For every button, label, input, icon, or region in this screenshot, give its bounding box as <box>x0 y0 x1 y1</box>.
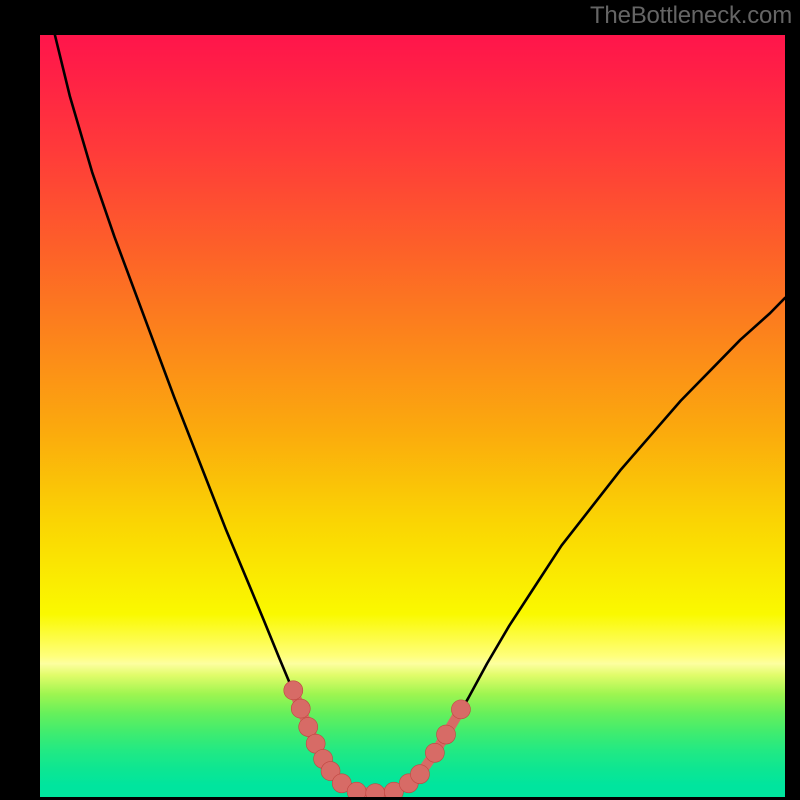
data-marker <box>284 681 303 700</box>
data-marker <box>437 725 456 744</box>
data-marker <box>291 699 310 718</box>
chart-container: TheBottleneck.com <box>0 0 800 800</box>
data-marker <box>451 700 470 719</box>
chart-svg <box>40 35 785 797</box>
data-marker <box>299 717 318 736</box>
data-marker <box>410 765 429 784</box>
watermark-text: TheBottleneck.com <box>590 2 792 30</box>
chart-background <box>40 35 785 797</box>
data-marker <box>425 743 444 762</box>
plot-area <box>40 35 785 797</box>
